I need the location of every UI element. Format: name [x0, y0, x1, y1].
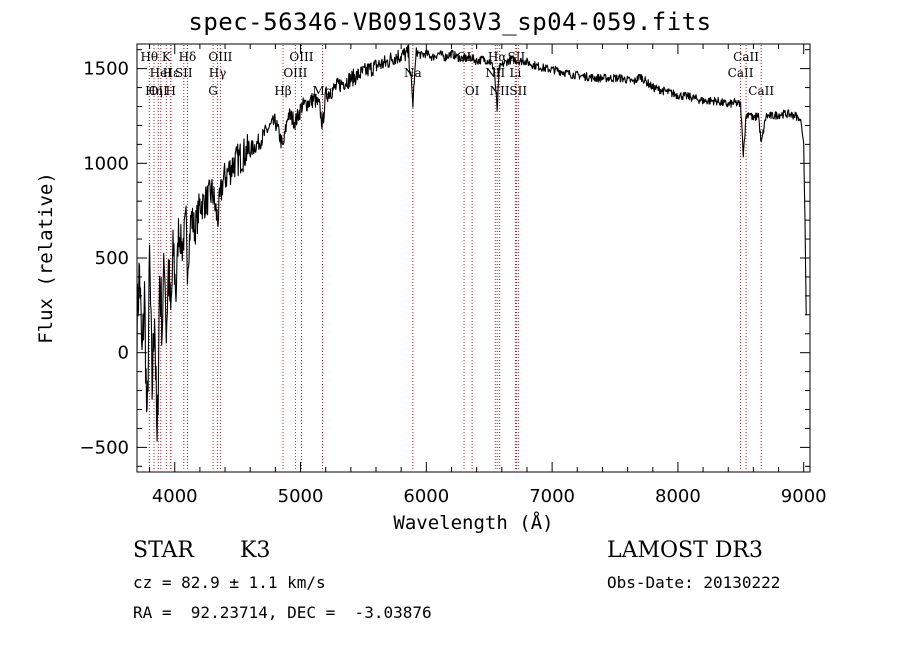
marker-label: G [208, 84, 218, 98]
axes: 4000 5000 6000 7000 8000 9000 −500 0 500 1000 1500… [35, 43, 827, 534]
x-tick-label: 5000 [278, 486, 324, 507]
survey-name: LAMOST DR3 [607, 538, 763, 563]
plot-frame [136, 43, 811, 473]
spectrum-series [136, 44, 807, 442]
obs-date: Obs-Date: 20130222 [607, 573, 781, 592]
marker-label: Hβ [274, 84, 291, 98]
coordinates: RA = 92.23714, DEC = -3.03876 [133, 603, 432, 622]
marker-label: OII [149, 84, 169, 98]
y-axis-label: Flux (relative) [35, 172, 57, 344]
marker-label: K [162, 50, 172, 64]
marker-label: OIII [283, 66, 307, 80]
marker-label: CaII [728, 66, 754, 80]
marker-label: Hθ [140, 50, 158, 64]
y-tick-label: 1000 [83, 153, 129, 174]
marker-label: SII [175, 66, 193, 80]
marker-label: OIII [208, 50, 232, 64]
y-tick-label: 0 [118, 343, 129, 364]
x-axis-label: Wavelength (Å) [393, 511, 553, 534]
y-tick-label: 1500 [83, 59, 129, 80]
marker-label: CaII [748, 84, 774, 98]
marker-label: NII [490, 84, 510, 98]
marker-label: CaII [733, 50, 759, 64]
y-tick-label: −500 [80, 437, 129, 458]
chart-title: spec-56346-VB091S03V3_sp04-059.fits [188, 8, 712, 36]
marker-label: Hγ [209, 66, 227, 80]
marker-label: Na [404, 66, 422, 80]
marker-label: Li [509, 66, 521, 80]
x-tick-label: 7000 [529, 486, 575, 507]
marker-label: SII [509, 84, 527, 98]
redshift-text: cz = 82.9 ± 1.1 km/s [133, 573, 326, 592]
x-tick-label: 9000 [781, 486, 827, 507]
marker-label: NII [485, 66, 505, 80]
marker-label: Hε [163, 66, 180, 80]
x-tick-label: 8000 [655, 486, 701, 507]
x-tick-label: 6000 [403, 486, 449, 507]
marker-label: Hα [488, 50, 507, 64]
y-tick-label: 500 [95, 248, 129, 269]
line-markers: HθHηOIIHeIKHHεSIIHδGHγOIIIHβOIIIOIIIMgNa… [140, 45, 774, 471]
x-tick-label: 4000 [152, 486, 198, 507]
object-subclass: K3 [240, 538, 271, 563]
marker-label: OI [465, 84, 480, 98]
object-class: STAR [133, 538, 194, 563]
marker-label: Hδ [179, 50, 197, 64]
spectrum-line [136, 44, 807, 442]
marker-label: OIII [289, 50, 313, 64]
